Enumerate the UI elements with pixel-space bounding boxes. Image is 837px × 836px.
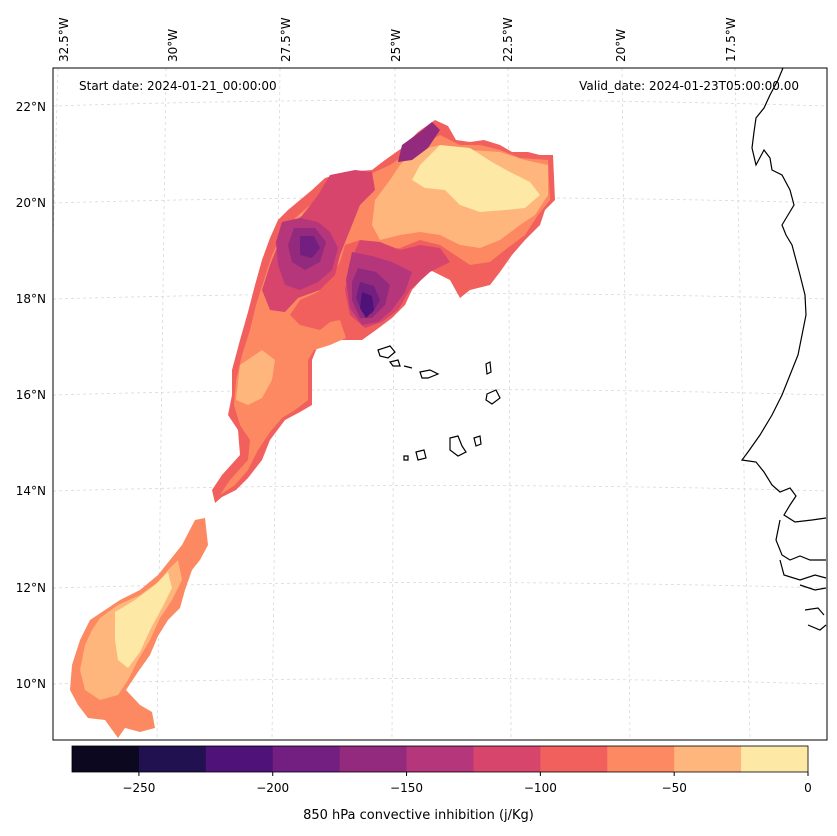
lon-label: 32.5°W	[57, 17, 71, 62]
island-boa-vista	[485, 389, 501, 405]
parallel-14n	[52, 485, 828, 492]
parallel-16n	[52, 389, 828, 396]
island-sao-vicente	[388, 359, 401, 367]
meridian-25w	[391, 67, 396, 741]
parallel-10n	[52, 678, 828, 685]
colorbar-segment	[72, 746, 140, 772]
lon-label: 17.5°W	[724, 17, 738, 62]
lon-label: 27.5°W	[279, 17, 293, 62]
colorbar-segment	[473, 746, 541, 772]
start-date-annotation: Start date: 2024-01-21_00:00:00	[79, 79, 277, 93]
colorbar-label: 850 hPa convective inhibition (j/Kg)	[303, 808, 534, 823]
colorbar-tick-label: 0	[804, 781, 812, 795]
latitude-labels: 22°N 20°N 18°N 16°N 14°N 12°N 10°N	[16, 100, 46, 691]
map-frame-border	[52, 67, 828, 741]
lon-label: 20°W	[614, 29, 628, 62]
lon-label: 30°W	[166, 29, 180, 62]
contour-band-minus50-c	[236, 350, 275, 405]
africa-coastline	[740, 67, 827, 631]
lat-label: 18°N	[16, 292, 46, 306]
colorbar-segment	[205, 746, 274, 772]
cin-contour-field	[70, 120, 555, 738]
colorbar-segment	[339, 746, 408, 772]
colorbar-segment	[138, 746, 207, 772]
parallel-22n	[52, 99, 828, 107]
island-santa-luzia	[403, 365, 413, 369]
island-fogo	[415, 449, 427, 461]
lat-label: 16°N	[16, 388, 46, 402]
colorbar-border	[71, 745, 809, 773]
island-sal	[485, 361, 492, 375]
parallel-18n	[52, 293, 828, 300]
contour-band-minus25	[412, 145, 540, 212]
colorbar-segment	[272, 746, 341, 772]
meridian-32-5w	[52, 67, 59, 241]
meridian-22-5w	[507, 67, 512, 741]
contour-band-minus175-c	[398, 122, 440, 162]
colorbar-tick-label: −150	[390, 781, 423, 795]
meridian-17-5w	[734, 67, 751, 741]
colorbar: −250 −200 −150 −100 −50 0	[71, 745, 812, 795]
lat-label: 10°N	[16, 677, 46, 691]
lon-label: 25°W	[389, 29, 403, 62]
cape-verde-islands	[377, 345, 501, 461]
lon-label: 22.5°W	[501, 17, 515, 62]
colorbar-tick-label: −200	[256, 781, 289, 795]
island-santiago	[449, 435, 467, 457]
colorbar-segment	[406, 746, 474, 772]
colorbar-tick-label: −50	[662, 781, 687, 795]
lat-label: 14°N	[16, 484, 46, 498]
lat-label: 12°N	[16, 581, 46, 595]
island-santo-antao	[377, 345, 396, 359]
colorbar-tick-label: −250	[122, 781, 155, 795]
lat-label: 20°N	[16, 196, 46, 210]
longitude-labels: 32.5°W 30°W 27.5°W 25°W 22.5°W 20°W 17.5…	[57, 17, 738, 62]
valid-date-annotation: Valid_date: 2024-01-23T05:00:00.00	[579, 79, 799, 93]
colorbar-segment	[741, 746, 809, 772]
parallel-20n	[52, 197, 828, 204]
contour-tail-core	[115, 572, 172, 668]
island-maio	[473, 435, 482, 447]
lat-label: 22°N	[16, 100, 46, 114]
island-sao-nicolau	[419, 369, 440, 379]
colorbar-segment	[674, 746, 742, 772]
colorbar-segment	[540, 746, 608, 772]
colorbar-tick-label: −100	[524, 781, 557, 795]
island-brava	[403, 455, 409, 461]
contour-band-minus200	[300, 236, 320, 258]
contour-band-minus225	[360, 292, 374, 318]
colorbar-segment	[607, 746, 675, 772]
meridian-20w	[621, 67, 631, 741]
